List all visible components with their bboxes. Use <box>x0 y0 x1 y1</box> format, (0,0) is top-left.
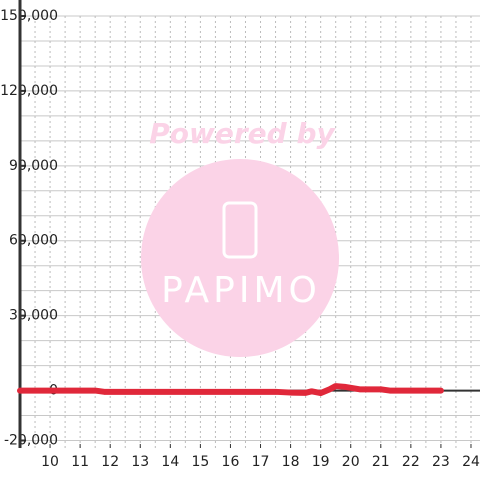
x-tick-label: 16 <box>222 454 240 470</box>
grid <box>19 15 480 448</box>
y-tick-label: 60,000 <box>9 233 58 249</box>
y-tick-label: 150,000 <box>0 8 58 24</box>
y-tick-label: 90,000 <box>9 158 58 174</box>
x-tick-label: 15 <box>191 454 209 470</box>
x-tick-label: 11 <box>71 454 89 470</box>
x-tick-label: 10 <box>41 454 59 470</box>
watermark-text: PAPIMO <box>161 270 321 311</box>
y-tick-label: -20,000 <box>4 433 58 449</box>
x-tick-label: 14 <box>161 454 179 470</box>
watermark: Powered by PAPIMO <box>141 117 339 357</box>
x-tick-label: 21 <box>372 454 390 470</box>
x-tick-label: 23 <box>432 454 450 470</box>
x-tick-label: 12 <box>101 454 119 470</box>
watermark-text: Powered by <box>149 117 336 150</box>
x-tick-label: 18 <box>282 454 300 470</box>
x-tick-label: 24 <box>462 454 480 470</box>
y-tick-label: 120,000 <box>0 83 58 99</box>
y-tick-label: 30,000 <box>9 308 58 324</box>
x-tick-label: 13 <box>131 454 149 470</box>
data-line <box>17 383 444 397</box>
x-tick-label: 19 <box>312 454 330 470</box>
x-tick-label: 20 <box>342 454 360 470</box>
watermark-icon <box>222 201 258 259</box>
x-tick-label: 22 <box>402 454 420 470</box>
x-tick-label: 17 <box>252 454 270 470</box>
